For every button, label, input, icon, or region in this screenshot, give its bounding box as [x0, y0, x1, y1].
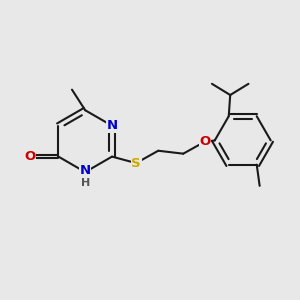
- Text: O: O: [24, 150, 35, 163]
- Text: N: N: [80, 164, 91, 177]
- Text: H: H: [81, 178, 90, 188]
- Text: N: N: [106, 119, 118, 132]
- Text: S: S: [131, 157, 141, 169]
- Text: O: O: [200, 135, 211, 148]
